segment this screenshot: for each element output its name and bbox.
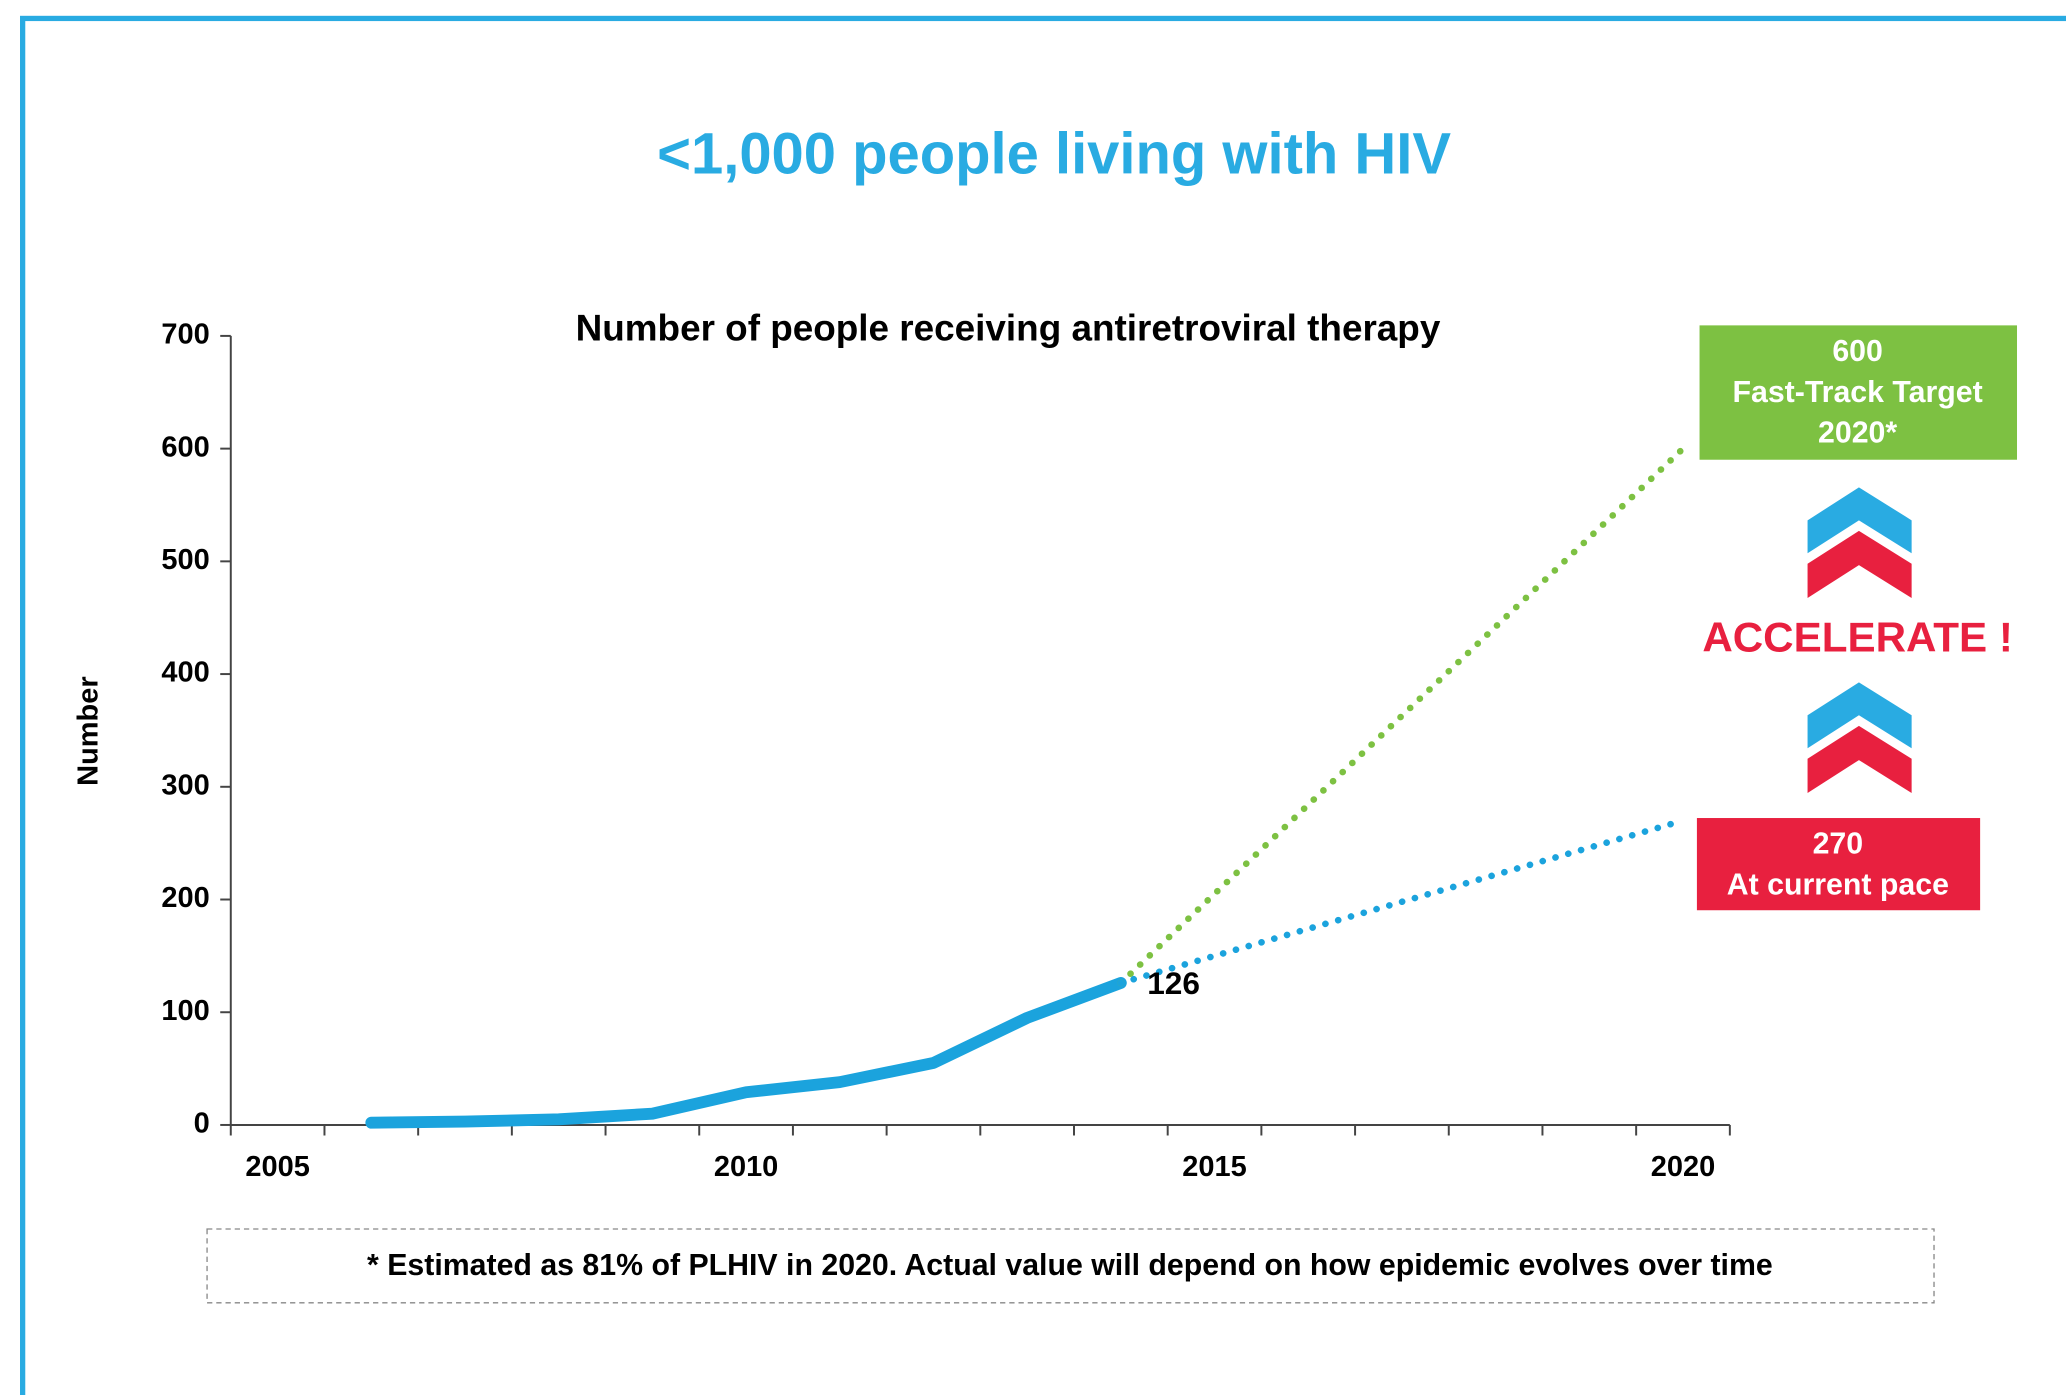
chevron: [1807, 487, 1912, 554]
data-label: 126: [1147, 965, 1200, 1001]
y-tick-label: 300: [161, 769, 209, 801]
current-value: 270: [1813, 828, 1864, 861]
x-tick-label: 2005: [245, 1151, 309, 1183]
target-year: 2020*: [1818, 417, 1897, 450]
page-title: <1,000 people living with HIV: [657, 122, 1451, 186]
series-line: [1117, 445, 1687, 987]
y-tick-label: 400: [161, 657, 209, 689]
y-tick-label: 600: [161, 431, 209, 463]
footnote: * Estimated as 81% of PLHIV in 2020. Act…: [367, 1249, 1773, 1282]
x-tick-label: 2020: [1651, 1151, 1715, 1183]
chart-title: Number of people receiving antiretrovira…: [576, 307, 1441, 348]
accelerate: ACCELERATE !: [1702, 613, 2013, 660]
x-tick-label: 2015: [1182, 1151, 1246, 1183]
current-box: [1696, 818, 1981, 911]
chevron: [1807, 682, 1912, 749]
y-axis-label: Number: [72, 676, 104, 785]
target-label: Fast-Track Target: [1733, 376, 1983, 409]
y-tick-label: 100: [161, 995, 209, 1027]
frame: [20, 15, 2066, 1395]
y-tick-label: 200: [161, 882, 209, 914]
series-line: [365, 977, 1127, 1129]
current-label: At current pace: [1727, 869, 1949, 902]
series-line: [1117, 817, 1687, 987]
x-tick-label: 2010: [714, 1151, 778, 1183]
chevron: [1807, 725, 1912, 794]
y-tick-label: 700: [161, 319, 209, 351]
y-tick-label: 0: [194, 1108, 210, 1140]
footnote-box: [206, 1228, 1935, 1304]
y-tick-label: 500: [161, 544, 209, 576]
target-box: [1699, 325, 2018, 460]
target-value: 600: [1832, 335, 1883, 368]
chevron: [1807, 530, 1912, 599]
